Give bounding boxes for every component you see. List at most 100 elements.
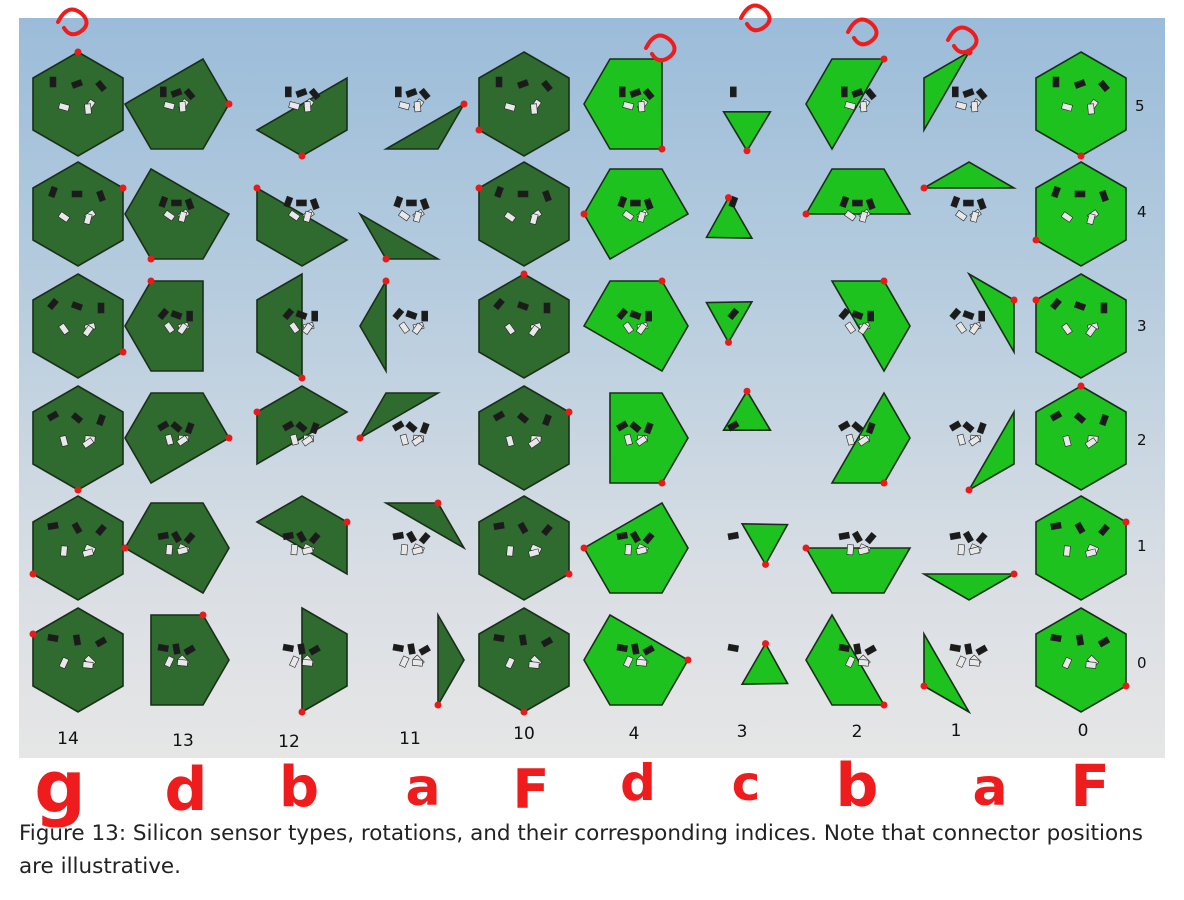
- sensor-chip: [405, 310, 418, 320]
- connector-dot: [1032, 236, 1040, 244]
- sensor-triangle-large: [921, 161, 1017, 189]
- connector-dot: [382, 255, 390, 263]
- sensor-chip: [282, 531, 295, 541]
- sensor-chip: [727, 420, 740, 432]
- sensor-chip: [859, 101, 868, 113]
- sensor-chip: [311, 310, 318, 322]
- sensor-chip: [405, 530, 418, 544]
- sensor-chip: [282, 307, 295, 321]
- sensor-chip: [616, 307, 629, 321]
- sensor-chip: [421, 310, 428, 322]
- sensor-triangle-large: [923, 49, 972, 133]
- connector-dot: [74, 48, 82, 56]
- sensor-chip: [48, 185, 58, 199]
- sensor-chip: [542, 413, 552, 427]
- sensor-chip: [176, 546, 189, 556]
- connector-dot: [1010, 296, 1018, 304]
- sensor-triangle-small: [722, 389, 772, 432]
- sensor-chip: [963, 199, 974, 207]
- sensor-chip: [635, 322, 648, 335]
- sensor-chip: [301, 659, 314, 667]
- sensor-chip: [857, 659, 870, 667]
- row-label: 1: [1137, 537, 1147, 555]
- sensor-chip: [635, 546, 648, 556]
- sensor-chip: [851, 421, 864, 433]
- sensor-chip: [853, 643, 862, 655]
- sensor-chip: [727, 531, 740, 541]
- sensor-chip: [622, 321, 635, 334]
- sensor-triangle-small: [740, 522, 789, 567]
- sensor-chip: [70, 301, 84, 311]
- sensor-chip: [975, 531, 988, 545]
- sensor-chip: [643, 422, 654, 435]
- sensor-chip: [637, 101, 646, 113]
- sensor-chip: [949, 643, 962, 653]
- sensor-chip: [308, 87, 321, 101]
- sensor-chip: [968, 322, 981, 335]
- sensor-chip: [617, 195, 628, 209]
- sensor-chip: [70, 412, 84, 424]
- sensor-chip: [172, 643, 181, 655]
- sensor-chip: [504, 656, 516, 670]
- connector-dot: [565, 408, 573, 416]
- sensor-chip: [82, 661, 94, 669]
- sensor-chip: [516, 79, 530, 89]
- sensor-chip: [284, 86, 292, 98]
- sensor-triangle-large: [383, 101, 467, 150]
- sensor-triangle-large: [923, 631, 972, 715]
- sensor-chip: [282, 420, 295, 432]
- sensor-chip: [183, 644, 196, 656]
- sensor-chip: [398, 209, 411, 222]
- sensor-chip: [392, 643, 405, 653]
- sensor-chip: [289, 433, 299, 446]
- sensor-chip: [184, 421, 195, 435]
- sensor-chip: [1074, 521, 1086, 535]
- sensor-chip: [541, 79, 553, 93]
- sensor-chip: [163, 101, 176, 111]
- sensor-chip: [49, 76, 57, 88]
- sensor-chip: [406, 199, 417, 207]
- sensor-chip: [864, 644, 877, 656]
- sensor-chip: [864, 531, 877, 545]
- sensor-chip: [541, 523, 553, 537]
- connector-dot: [225, 100, 233, 108]
- connector-dot: [725, 194, 732, 202]
- figure-caption: Figure 13: Silicon sensor types, rotatio…: [19, 821, 1143, 879]
- handwritten-letter: d: [620, 754, 656, 812]
- sensor-chip: [493, 521, 505, 531]
- sensor-triangle-large: [357, 392, 441, 441]
- sensor-chip: [1049, 410, 1063, 422]
- sensor-chip: [288, 209, 301, 222]
- sensor-full: [1035, 161, 1127, 267]
- sensor-full: [478, 273, 570, 379]
- sensor-chip: [624, 544, 633, 556]
- connector-dot: [1032, 296, 1040, 304]
- sensor-chip: [97, 302, 105, 314]
- sensor-chip: [95, 523, 107, 537]
- sensor-chip: [616, 420, 629, 432]
- sensor-full: [32, 51, 124, 157]
- connector-dot: [1077, 382, 1085, 390]
- sensor-chip: [955, 101, 968, 111]
- column-label: 13: [172, 731, 194, 751]
- sensor-trapezoid: [804, 547, 912, 594]
- connector-dot: [253, 408, 261, 416]
- rotation-arrow-icon: [846, 17, 879, 47]
- sensor-chip: [1098, 523, 1110, 537]
- sensor-chip: [47, 633, 59, 643]
- connector-dot: [725, 338, 732, 346]
- connector-dot: [802, 544, 810, 552]
- sensor-chip: [47, 521, 59, 531]
- handwritten-letter: F: [513, 758, 550, 821]
- sensor-chip: [956, 433, 966, 446]
- sensor-triangle-small: [722, 111, 772, 153]
- sensor-chip: [955, 209, 968, 222]
- sensor-chip: [857, 546, 870, 556]
- connector-dot: [520, 270, 528, 278]
- connector-dot: [147, 255, 155, 263]
- sensor-chip: [729, 86, 737, 98]
- sensor-chip: [413, 101, 422, 113]
- rotation-arrows: [56, 3, 979, 63]
- sensor-chip: [164, 655, 175, 668]
- sensor-chip: [400, 544, 409, 556]
